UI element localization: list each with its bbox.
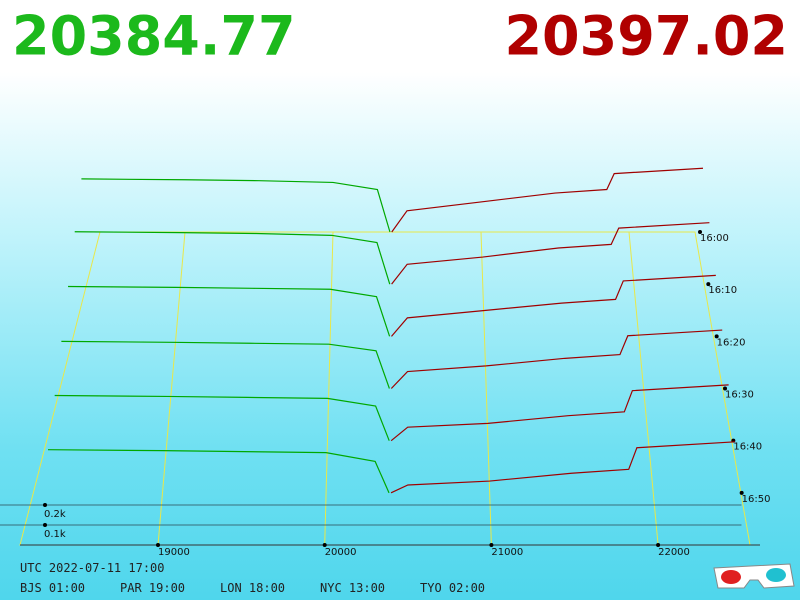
bid-depth-line xyxy=(54,394,390,441)
grid-line xyxy=(480,231,492,546)
bid-depth-line xyxy=(81,178,391,233)
time-tick-dot xyxy=(739,490,744,495)
grid-line xyxy=(628,231,659,546)
time-label: 16:20 xyxy=(717,337,746,348)
time-label: 16:10 xyxy=(708,285,737,296)
y-tick-dot xyxy=(43,523,47,527)
x-tick-dot xyxy=(489,543,494,547)
x-tick-label: 21000 xyxy=(491,547,523,558)
city-time: LON 18:00 xyxy=(220,581,285,595)
bid-depth-line xyxy=(68,285,391,337)
grid-line xyxy=(324,231,334,546)
y-tick-label: 0.2k xyxy=(44,509,66,520)
ask-depth-line xyxy=(390,384,729,442)
time-tick-dot xyxy=(714,334,719,339)
city-time: PAR 19:00 xyxy=(120,581,185,595)
ask-depth-line xyxy=(391,274,716,337)
time-label: 16:50 xyxy=(742,494,771,505)
ask-depth-line xyxy=(391,167,704,233)
bid-depth-line xyxy=(61,340,390,389)
bid-depth-line xyxy=(47,449,390,494)
time-label: 16:00 xyxy=(700,233,729,244)
grid-line xyxy=(157,231,186,546)
ask-price: 20397.02 xyxy=(504,5,788,68)
y-tick-dot xyxy=(43,503,47,507)
x-tick-label: 20000 xyxy=(325,547,357,558)
utc-time: UTC 2022-07-11 17:00 xyxy=(20,561,165,575)
3d-glasses-icon xyxy=(713,563,795,589)
frame xyxy=(19,231,751,546)
y-tick-label: 0.1k xyxy=(44,529,66,540)
time-tick-dot xyxy=(698,230,702,234)
time-tick-dot xyxy=(706,282,711,287)
ask-depth-line xyxy=(390,441,736,494)
x-tick-label: 22000 xyxy=(658,547,690,558)
city-time: TYO 02:00 xyxy=(420,581,485,595)
x-tick-dot xyxy=(156,543,160,547)
ask-depth-line xyxy=(390,329,723,389)
footer: UTC 2022-07-11 17:00 BJS 01:00 PAR 19:00 L… xyxy=(20,561,485,595)
time-label: 16:30 xyxy=(725,390,754,401)
ask-depth-line xyxy=(391,222,710,285)
bid-depth-line xyxy=(74,231,391,285)
x-tick-dot xyxy=(322,543,327,547)
time-label: 16:40 xyxy=(733,442,762,453)
city-time: NYC 13:00 xyxy=(320,581,385,595)
city-time: BJS 01:00 xyxy=(20,581,85,595)
x-tick-label: 19000 xyxy=(158,547,190,558)
time-tick-dot xyxy=(723,386,727,391)
bid-price: 20384.77 xyxy=(12,5,296,68)
x-tick-dot xyxy=(656,543,661,547)
